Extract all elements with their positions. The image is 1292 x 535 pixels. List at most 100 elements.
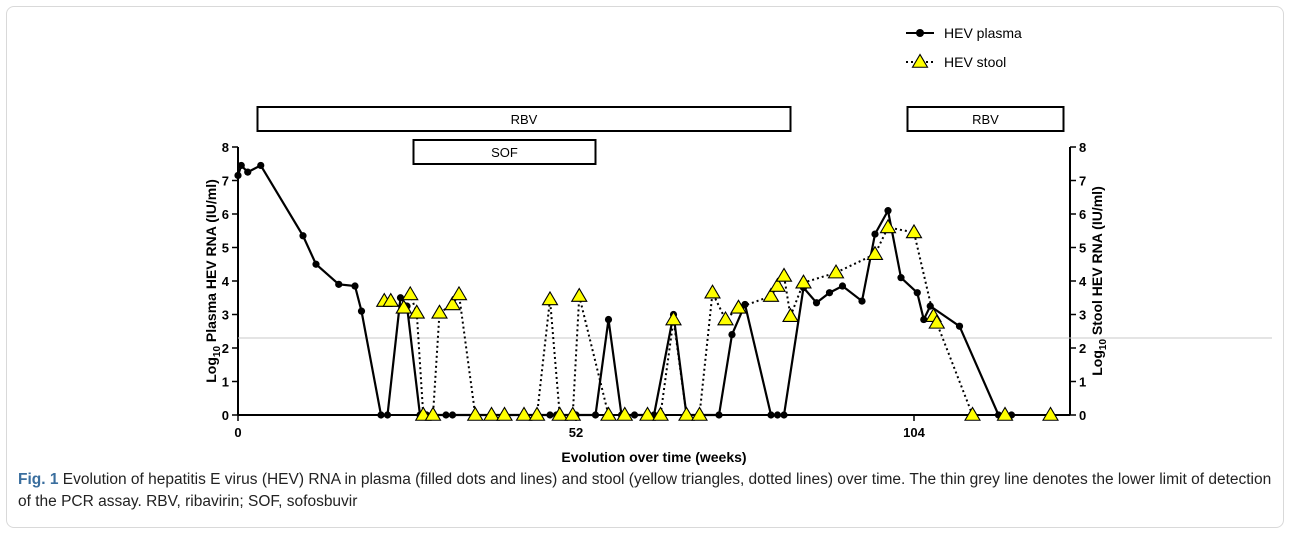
stool-point: [775, 267, 793, 282]
y-tick-label-left: 5: [222, 241, 229, 256]
y-axis-title-left: Log10 Plasma HEV RNA (IU/ml): [203, 179, 223, 383]
stool-point: [401, 285, 419, 301]
stool-point: [408, 304, 426, 319]
plasma-point: [926, 302, 934, 310]
plasma-point: [871, 230, 879, 238]
stool-point: [431, 304, 448, 319]
treatment-bar-box: [412, 139, 597, 165]
x-tick-label: 104: [903, 425, 925, 440]
stool-point: [665, 310, 682, 326]
stool-point: [964, 406, 981, 421]
stool-point: [717, 310, 734, 326]
treatment-bar-label: SOF: [491, 145, 518, 160]
plasma-point: [377, 411, 385, 419]
plasma-point: [825, 289, 834, 297]
y-tick-label-right: 8: [1079, 140, 1086, 155]
y-axis-title-right: Log10 Stool HEV RNA (IU/ml): [1089, 186, 1109, 375]
x-tick-label: 0: [234, 425, 241, 440]
plasma-point: [955, 322, 964, 330]
plasma-point: [237, 161, 245, 170]
treatment-bars: RBV SOF RBV: [256, 106, 1065, 165]
stool-point: [616, 406, 634, 421]
stool-point: [466, 406, 484, 421]
plasma-point: [299, 232, 307, 240]
y-tick-label-right: 0: [1079, 408, 1086, 423]
plasma-point: [741, 300, 749, 309]
stool-point: [496, 406, 513, 421]
y-tick-label-left: 7: [222, 174, 229, 189]
stool-point: [551, 406, 569, 421]
plasma-point: [913, 289, 921, 297]
stool-point: [704, 284, 721, 299]
figure-caption: Fig. 1 Evolution of hepatitis E virus (H…: [18, 469, 1273, 513]
stool-point: [444, 295, 461, 311]
plasma-point: [546, 411, 554, 419]
stool-point: [795, 274, 812, 289]
plasma-point: [884, 207, 892, 215]
legend-stool-label: HEV stool: [944, 54, 1006, 70]
stool-point: [600, 406, 617, 421]
stool-point: [678, 406, 695, 421]
stool-point: [1042, 406, 1059, 421]
y-tick-label-left: 1: [222, 375, 229, 390]
stool-point: [782, 307, 799, 322]
treatment-bar-box: [256, 106, 792, 132]
y-tick-label-right: 4: [1079, 274, 1087, 289]
stool-point: [652, 406, 669, 421]
stool-point: [905, 223, 923, 239]
treatment-bar-rbv: RBV: [906, 106, 1065, 132]
y-tick-label-left: 8: [222, 140, 229, 155]
plasma-point: [728, 331, 736, 339]
plasma-point: [335, 280, 343, 288]
stool-point: [996, 406, 1014, 421]
x-axis-title: Evolution over time (weeks): [561, 449, 746, 465]
plasma-point: [858, 297, 866, 305]
plasma-point: [448, 411, 457, 419]
y-tick-label-right: 3: [1079, 308, 1086, 323]
plasma-point: [312, 260, 320, 268]
plasma-point: [780, 411, 788, 419]
treatment-bar-rbv: RBV: [256, 106, 792, 132]
legend-plasma-marker: [916, 29, 924, 37]
plasma-point: [838, 282, 847, 290]
y-tick-label-left: 2: [222, 341, 229, 356]
y-tick-label-right: 2: [1079, 341, 1086, 356]
plasma-point: [591, 411, 600, 419]
plasma-point: [357, 307, 366, 315]
stool-point: [515, 406, 533, 421]
legend-plasma-label: HEV plasma: [944, 25, 1022, 41]
plasma-point: [715, 411, 723, 419]
stool-point: [691, 406, 708, 421]
series-layer: [234, 161, 1059, 421]
stool-point: [541, 290, 559, 306]
plasma-point: [630, 411, 639, 419]
plasma-point: [812, 299, 821, 307]
legend: HEV plasma HEV stool: [906, 25, 1022, 70]
stool-point: [483, 406, 500, 421]
y-tick-label-left: 6: [222, 207, 229, 222]
stool-point: [639, 406, 656, 421]
plasma-point: [773, 411, 782, 419]
plasma-point: [383, 411, 392, 419]
stool-point: [395, 299, 413, 314]
y-tick-label-right: 7: [1079, 174, 1086, 189]
plasma-point: [920, 315, 928, 324]
stool-point: [762, 287, 780, 302]
stool-point: [564, 406, 582, 421]
stool-point: [570, 287, 588, 302]
treatment-bar-box: [906, 106, 1065, 132]
stool-point: [382, 292, 400, 307]
y-tick-label-left: 3: [222, 308, 229, 323]
plasma-point: [234, 171, 242, 180]
plasma-point: [351, 282, 359, 290]
stool-point: [769, 277, 786, 292]
stool-point: [730, 299, 747, 314]
y-tick-label-right: 6: [1079, 207, 1086, 222]
plasma-point: [604, 315, 613, 324]
plasma-point: [897, 274, 905, 282]
stool-point: [424, 406, 442, 421]
stool-point: [866, 245, 884, 261]
treatment-bar-label: RBV: [511, 112, 538, 127]
stool-point: [528, 406, 546, 421]
